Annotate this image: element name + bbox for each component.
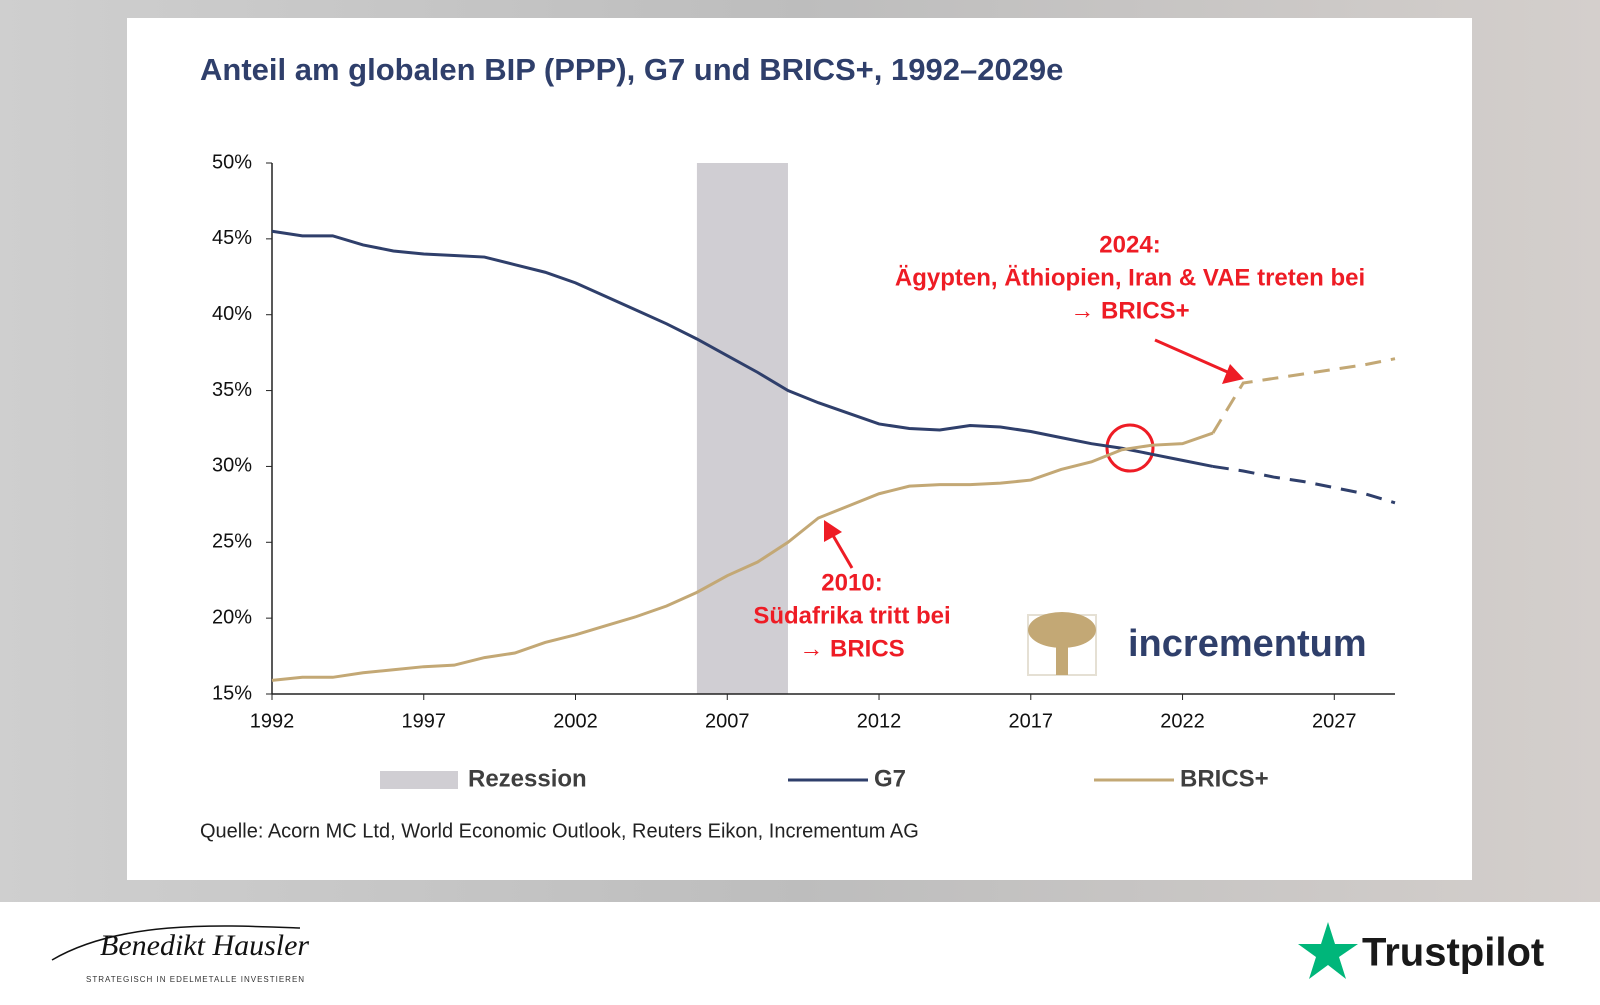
logo-text: incrementum	[1128, 623, 1367, 665]
y-tick-label: 45%	[212, 227, 252, 249]
x-tick-label: 2002	[553, 710, 598, 732]
x-tick-label: 1992	[250, 710, 295, 732]
source-note: Quelle: Acorn MC Ltd, World Economic Out…	[200, 820, 919, 842]
y-tick-label: 30%	[212, 455, 252, 477]
y-tick-label: 50%	[212, 151, 252, 173]
y-tick-label: 35%	[212, 379, 252, 401]
y-tick-label: 15%	[212, 682, 252, 704]
x-tick-label: 2017	[1009, 710, 1054, 732]
series-line	[1211, 357, 1396, 434]
logo: incrementum	[1027, 612, 1367, 676]
y-tick-label: 25%	[212, 531, 252, 553]
series-line	[271, 431, 1214, 682]
brand: Trustpilot	[1362, 931, 1544, 975]
footer: Benedikt Hausler STRATEGISCH IN EDELMETA…	[51, 922, 1544, 984]
trustpilot-star	[1298, 922, 1358, 979]
annotation: Ägypten, Äthiopien, Iran & VAE treten be…	[895, 264, 1365, 291]
legend-label: BRICS+	[1180, 765, 1269, 792]
legend-label: G7	[874, 765, 906, 792]
y-tick-label: 40%	[212, 303, 252, 325]
series-line	[271, 229, 1214, 468]
x-tick-label: 2027	[1312, 710, 1357, 732]
annotation: 2010:	[821, 569, 882, 596]
recession-band	[696, 163, 788, 694]
annotation: 2024:	[1099, 231, 1160, 258]
x-tick-label: 2012	[857, 710, 902, 732]
legend-swatch	[380, 771, 458, 789]
chart-title: Anteil am globalen BIP (PPP), G7 und BRI…	[200, 52, 1063, 87]
annotation: → BRICS	[799, 635, 904, 662]
annotation: → BRICS+	[1070, 297, 1189, 324]
series-line	[1212, 464, 1396, 505]
slogan: STRATEGISCH IN EDELMETALLE INVESTIEREN	[86, 975, 305, 984]
annotation: Südafrika tritt bei	[753, 602, 950, 629]
x-tick-label: 2007	[705, 710, 750, 732]
x-tick-label: 1997	[402, 710, 447, 732]
chart-card	[127, 18, 1472, 880]
annotation-arrows	[824, 338, 1244, 569]
signature: Benedikt Hausler	[100, 929, 309, 962]
legend-label: Rezession	[468, 765, 587, 792]
y-tick-label: 20%	[212, 606, 252, 628]
x-tick-label: 2022	[1160, 710, 1205, 732]
